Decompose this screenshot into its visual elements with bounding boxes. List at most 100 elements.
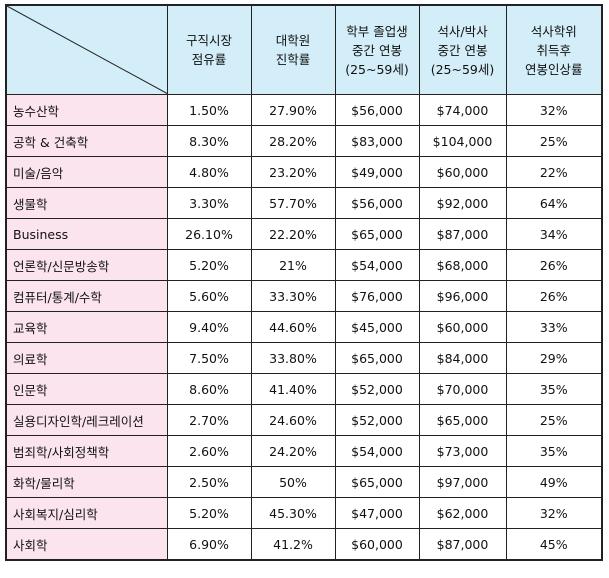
header-line: 학부 졸업생 <box>346 23 408 39</box>
table-cell: 49% <box>505 466 603 498</box>
row-label: 범죄학/사회정책학 <box>5 435 168 467</box>
table-cell: $60,000 <box>418 156 507 188</box>
table-cell: 6.90% <box>166 528 252 561</box>
table-cell: 41.40% <box>250 373 336 405</box>
data-table-container: 구직시장 점유률 대학원 진학률 학부 졸업생 중간 연봉 (25~59세) 석… <box>5 4 603 561</box>
table-cell: $65,000 <box>334 466 420 498</box>
table-cell: 28.20% <box>250 125 336 157</box>
table-cell: 22.20% <box>250 218 336 250</box>
table-row: 미술/음악 4.80% 23.20% $49,000 $60,000 22% <box>5 156 603 188</box>
header-line: (25~59세) <box>345 61 409 77</box>
table-cell: 33% <box>505 311 603 343</box>
table-row: 공학 & 건축학 8.30% 28.20% $83,000 $104,000 25% <box>5 125 603 157</box>
header-row: 구직시장 점유률 대학원 진학률 학부 졸업생 중간 연봉 (25~59세) 석… <box>5 4 603 95</box>
row-label: 컴퓨터/통계/수학 <box>5 280 168 312</box>
row-label: 화학/물리학 <box>5 466 168 498</box>
table-cell: 5.60% <box>166 280 252 312</box>
table-row: Business 26.10% 22.20% $65,000 $87,000 34% <box>5 218 603 250</box>
table-cell: 5.20% <box>166 249 252 281</box>
table-row: 인문학 8.60% 41.40% $52,000 $70,000 35% <box>5 373 603 405</box>
table-cell: $56,000 <box>334 187 420 219</box>
table-cell: 33.80% <box>250 342 336 374</box>
header-salary-increase: 석사학위 취득후 연봉인상률 <box>505 4 603 95</box>
table-row: 범죄학/사회정책학 2.60% 24.20% $54,000 $73,000 35% <box>5 435 603 467</box>
header-line: 석사학위 <box>530 23 577 39</box>
table-cell: 33.30% <box>250 280 336 312</box>
table-cell: $87,000 <box>418 528 507 561</box>
row-label: 사회복지/심리학 <box>5 497 168 529</box>
table-cell: $52,000 <box>334 373 420 405</box>
table-cell: 22% <box>505 156 603 188</box>
row-label: 언론학/신문방송학 <box>5 249 168 281</box>
table-cell: 26% <box>505 280 603 312</box>
header-line: 연봉인상률 <box>524 61 583 77</box>
table-cell: 23.20% <box>250 156 336 188</box>
table-cell: $65,000 <box>418 404 507 436</box>
table-body: 농수산학 1.50% 27.90% $56,000 $74,000 32% 공학 & 건축학… <box>5 94 603 561</box>
header-line: 대학원 <box>275 33 311 48</box>
table-cell: $68,000 <box>418 249 507 281</box>
row-label: 교육학 <box>5 311 168 343</box>
table-row: 의료학 7.50% 33.80% $65,000 $84,000 29% <box>5 342 603 374</box>
header-line: 진학률 <box>275 52 311 67</box>
table-cell: $96,000 <box>418 280 507 312</box>
table-cell: 64% <box>505 187 603 219</box>
row-label: 농수산학 <box>5 94 168 126</box>
table-cell: $84,000 <box>418 342 507 374</box>
table-cell: 35% <box>505 373 603 405</box>
row-label: 실용디자인학/레크레이션 <box>5 404 168 436</box>
table-cell: 2.70% <box>166 404 252 436</box>
header-line: 중간 연봉 <box>437 42 488 58</box>
row-label: 의료학 <box>5 342 168 374</box>
row-label: 생물학 <box>5 187 168 219</box>
table-cell: 35% <box>505 435 603 467</box>
table-cell: $87,000 <box>418 218 507 250</box>
table-cell: $45,000 <box>334 311 420 343</box>
table-cell: 32% <box>505 497 603 529</box>
table-cell: $47,000 <box>334 497 420 529</box>
table-cell: $54,000 <box>334 435 420 467</box>
table-row: 언론학/신문방송학 5.20% 21% $54,000 $68,000 26% <box>5 249 603 281</box>
table-cell: 8.30% <box>166 125 252 157</box>
table-cell: 9.40% <box>166 311 252 343</box>
table-cell: 25% <box>505 125 603 157</box>
header-grad-school-rate: 대학원 진학률 <box>250 4 336 95</box>
table-cell: $56,000 <box>334 94 420 126</box>
row-label: 사회학 <box>5 528 168 561</box>
table-row: 사회복지/심리학 5.20% 45.30% $47,000 $62,000 32% <box>5 497 603 529</box>
table-cell: $74,000 <box>418 94 507 126</box>
table-cell: $62,000 <box>418 497 507 529</box>
row-label: 공학 & 건축학 <box>5 125 168 157</box>
row-label: 미술/음악 <box>5 156 168 188</box>
table-cell: 34% <box>505 218 603 250</box>
table-cell: 5.20% <box>166 497 252 529</box>
table-row: 화학/물리학 2.50% 50% $65,000 $97,000 49% <box>5 466 603 498</box>
table-row: 실용디자인학/레크레이션 2.70% 24.60% $52,000 $65,000 25% <box>5 404 603 436</box>
table-cell: 26% <box>505 249 603 281</box>
header-line: 석사/박사 <box>437 23 488 39</box>
table-cell: 3.30% <box>166 187 252 219</box>
table-cell: $60,000 <box>418 311 507 343</box>
major-statistics-table: 구직시장 점유률 대학원 진학률 학부 졸업생 중간 연봉 (25~59세) 석… <box>5 4 603 561</box>
table-cell: 1.50% <box>166 94 252 126</box>
table-cell: $70,000 <box>418 373 507 405</box>
table-cell: $54,000 <box>334 249 420 281</box>
table-cell: 44.60% <box>250 311 336 343</box>
table-cell: 2.60% <box>166 435 252 467</box>
header-job-market-share: 구직시장 점유률 <box>166 4 252 95</box>
table-cell: 25% <box>505 404 603 436</box>
table-cell: $104,000 <box>418 125 507 157</box>
table-row: 컴퓨터/통계/수학 5.60% 33.30% $76,000 $96,000 26% <box>5 280 603 312</box>
diagonal-divider <box>7 6 168 94</box>
table-row: 농수산학 1.50% 27.90% $56,000 $74,000 32% <box>5 94 603 126</box>
table-cell: $65,000 <box>334 218 420 250</box>
table-row: 사회학 6.90% 41.2% $60,000 $87,000 45% <box>5 528 603 561</box>
table-cell: 7.50% <box>166 342 252 374</box>
table-cell: 45.30% <box>250 497 336 529</box>
table-cell: 32% <box>505 94 603 126</box>
table-cell: $73,000 <box>418 435 507 467</box>
table-cell: 8.60% <box>166 373 252 405</box>
row-label: Business <box>5 218 168 250</box>
table-cell: $65,000 <box>334 342 420 374</box>
header-line: (25~59세) <box>430 61 495 77</box>
